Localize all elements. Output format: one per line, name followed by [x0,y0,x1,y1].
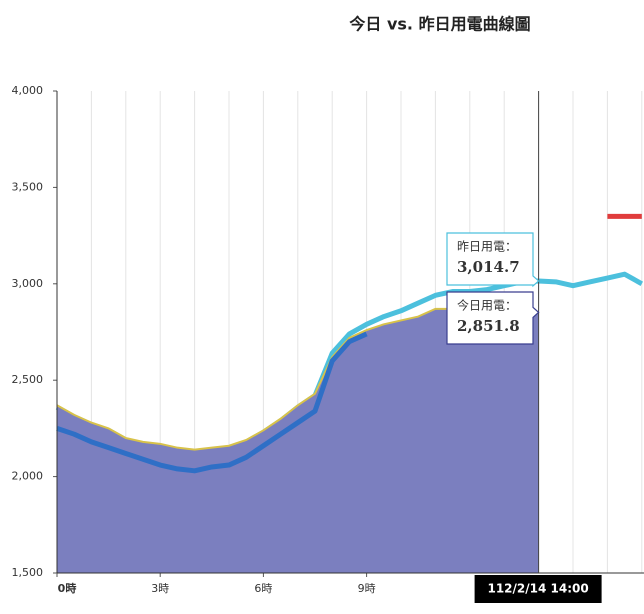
y-tick-label: 2,000 [12,470,44,483]
area-series [57,308,539,573]
x-tick-label: 0時 [58,581,77,595]
line-series [56,331,368,474]
tooltip-box [446,291,540,345]
crosshair-label-box [474,575,602,603]
y-tick-label: 2,500 [12,373,44,386]
y-tick-label: 3,500 [12,180,44,193]
x-tick-label: 6時 [254,582,272,595]
y-tick-label: 3,000 [12,277,44,290]
tooltip-label: 今日用電： [457,298,517,313]
x-tick-label: 9時 [358,582,376,595]
tooltip-value: 3,014.7 [457,258,520,276]
crosshair-label: 112/2/14 14:00 [487,582,588,596]
y-tick-label: 1,500 [12,566,44,579]
chart-title: 今日 vs. 昨日用電曲線圖 [348,15,530,34]
x-tick-label: 3時 [151,582,169,595]
tooltip-label: 昨日用電： [457,240,517,254]
y-tick-label: 4,000 [12,84,44,97]
tooltip-value: 2,851.8 [457,317,520,335]
tooltip-box [446,232,540,288]
